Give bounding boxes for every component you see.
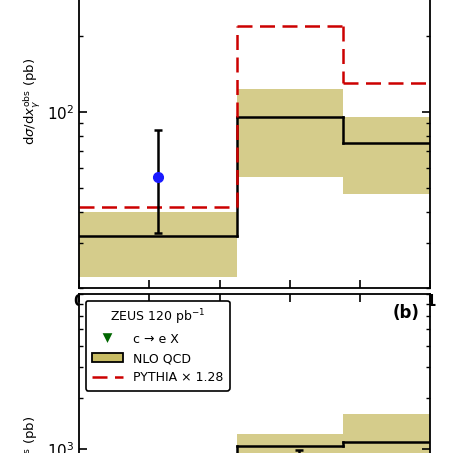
Y-axis label: $\sigma_c$/d$x_{\gamma}^{\rm obs}$ (pb): $\sigma_c$/d$x_{\gamma}^{\rm obs}$ (pb) bbox=[21, 415, 43, 453]
Legend: c → e X, NLO QCD, PYTHIA × 1.28: c → e X, NLO QCD, PYTHIA × 1.28 bbox=[86, 301, 230, 390]
Text: (b): (b) bbox=[393, 304, 420, 322]
X-axis label: $x_{\gamma}^{\rm obs}$: $x_{\gamma}^{\rm obs}$ bbox=[371, 336, 405, 366]
Y-axis label: d$\sigma$/d$x_{\gamma}^{\rm obs}$ (pb): d$\sigma$/d$x_{\gamma}^{\rm obs}$ (pb) bbox=[22, 58, 43, 145]
